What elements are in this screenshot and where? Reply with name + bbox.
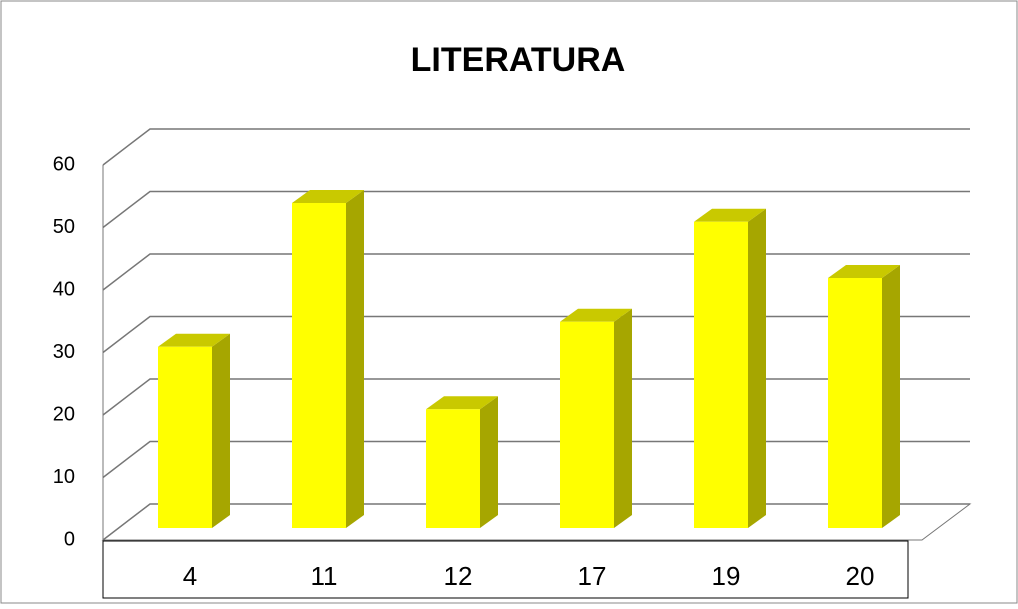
bar (560, 321, 614, 528)
bar-top (828, 265, 900, 278)
y-tick-label: 20 (53, 403, 75, 425)
bar (828, 278, 882, 528)
bar-top (158, 333, 230, 347)
bar-top (426, 396, 498, 410)
x-tick-label: 11 (311, 561, 338, 591)
bar-side (480, 396, 498, 528)
y-tick-label: 30 (53, 341, 75, 363)
category-table (102, 540, 909, 599)
bar-side (212, 333, 230, 528)
y-tick-label: 40 (53, 278, 75, 300)
bar-side (882, 265, 900, 528)
bar-side (346, 190, 364, 528)
x-tick-label: 4 (183, 561, 197, 591)
bar-top (560, 308, 632, 322)
bar-side (614, 308, 632, 528)
bar-side (748, 208, 766, 528)
grid-line (102, 190, 970, 229)
x-tick-label: 12 (444, 561, 473, 591)
x-tick-label: 19 (712, 561, 741, 591)
bar (694, 221, 748, 528)
y-tick-label: 50 (53, 216, 75, 238)
bar-top (292, 190, 364, 203)
x-tick-label: 17 (578, 561, 607, 591)
x-tick-label: 20 (846, 561, 875, 591)
grid-line (102, 128, 970, 166)
bar (158, 346, 212, 528)
bar-top (694, 208, 766, 222)
bar (292, 203, 346, 528)
y-tick-label: 0 (64, 528, 75, 550)
bar (426, 409, 480, 528)
y-tick-label: 10 (53, 466, 75, 488)
y-tick-label: 60 (53, 153, 75, 175)
chart-title: LITERATURA (411, 41, 626, 79)
